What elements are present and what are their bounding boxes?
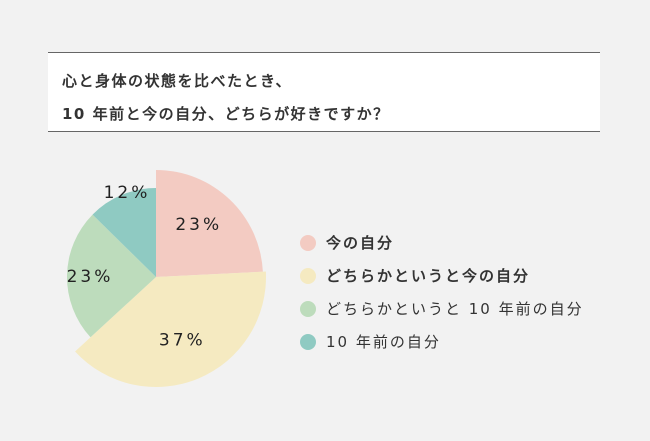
legend-item: どちらかというと 10 年前の自分 xyxy=(300,292,584,325)
legend-swatch xyxy=(300,267,316,284)
legend-item: 10 年前の自分 xyxy=(300,325,584,358)
legend-label: 今の自分 xyxy=(326,234,395,252)
data-label: 23% xyxy=(67,267,114,287)
legend-swatch xyxy=(300,234,316,251)
pie-slice xyxy=(92,188,156,277)
legend-item: 今の自分 xyxy=(300,226,584,259)
legend-label: どちらかというと 10 年前の自分 xyxy=(326,300,584,318)
pie-slice xyxy=(156,170,263,277)
pie-slice xyxy=(67,214,156,338)
legend-item: どちらかというと今の自分 xyxy=(300,259,584,292)
legend: 今の自分 どちらかというと今の自分 どちらかというと 10 年前の自分 10 年… xyxy=(300,226,584,358)
data-label: 12% xyxy=(104,183,151,203)
legend-label: どちらかというと今の自分 xyxy=(326,267,531,285)
legend-swatch xyxy=(300,300,316,317)
data-label: 37% xyxy=(159,331,206,351)
legend-label: 10 年前の自分 xyxy=(326,333,441,351)
pie-slice xyxy=(75,271,266,387)
title-line-2: 10 年前と今の自分、どちらが好きですか？ xyxy=(62,105,390,123)
data-label: 23% xyxy=(175,215,222,235)
chart-title: 心と身体の状態を比べたとき、 10 年前と今の自分、どちらが好きですか？ xyxy=(48,52,600,132)
legend-swatch xyxy=(300,333,316,350)
title-line-1: 心と身体の状態を比べたとき、 xyxy=(62,72,292,90)
